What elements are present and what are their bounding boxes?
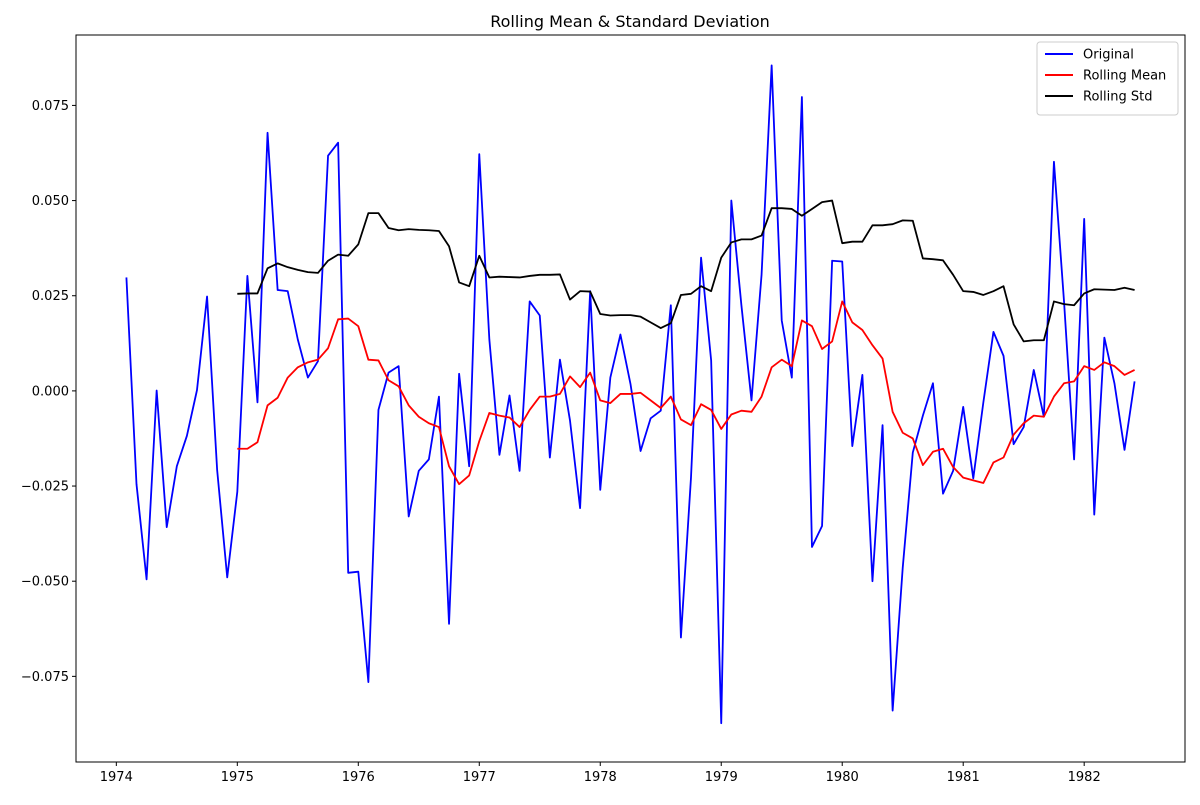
- series-line-rolling-std: [237, 199, 1135, 343]
- y-tick-label: 0.025: [32, 289, 69, 304]
- y-tick-label: −0.025: [21, 480, 69, 495]
- x-tick-label: 1974: [100, 770, 133, 785]
- x-tick-label: 1976: [342, 770, 375, 785]
- series-line-rolling-mean: [237, 300, 1135, 486]
- x-tick-label: 1981: [947, 770, 980, 785]
- y-tick-label: 0.000: [32, 384, 69, 399]
- y-tick-label: −0.050: [21, 575, 69, 590]
- x-tick-label: 1979: [705, 770, 738, 785]
- legend: Original Rolling Mean Rolling Std: [1036, 41, 1179, 116]
- plot-frame: [75, 34, 1186, 763]
- legend-label-rolling-std: Rolling Std: [1083, 90, 1152, 105]
- x-tick-label: 1975: [221, 770, 254, 785]
- y-axis: −0.075 −0.050 −0.025 0.000 0.025 0.050 0.075: [21, 99, 76, 685]
- x-tick-label: 1977: [463, 770, 496, 785]
- x-axis: 1974 1975 1976 1977 1978 1979 1980 1981 1982: [100, 762, 1101, 785]
- legend-label-original: Original: [1083, 48, 1134, 63]
- chart-title: Rolling Mean & Standard Deviation: [490, 12, 770, 31]
- series-line-original: [125, 64, 1136, 725]
- x-tick-label: 1980: [826, 770, 859, 785]
- y-tick-label: −0.075: [21, 670, 69, 685]
- x-tick-label: 1982: [1068, 770, 1101, 785]
- legend-label-rolling-mean: Rolling Mean: [1083, 69, 1166, 84]
- x-tick-label: 1978: [584, 770, 617, 785]
- series-layer: [125, 64, 1136, 725]
- y-tick-label: 0.050: [32, 194, 69, 209]
- y-tick-label: 0.075: [32, 99, 69, 114]
